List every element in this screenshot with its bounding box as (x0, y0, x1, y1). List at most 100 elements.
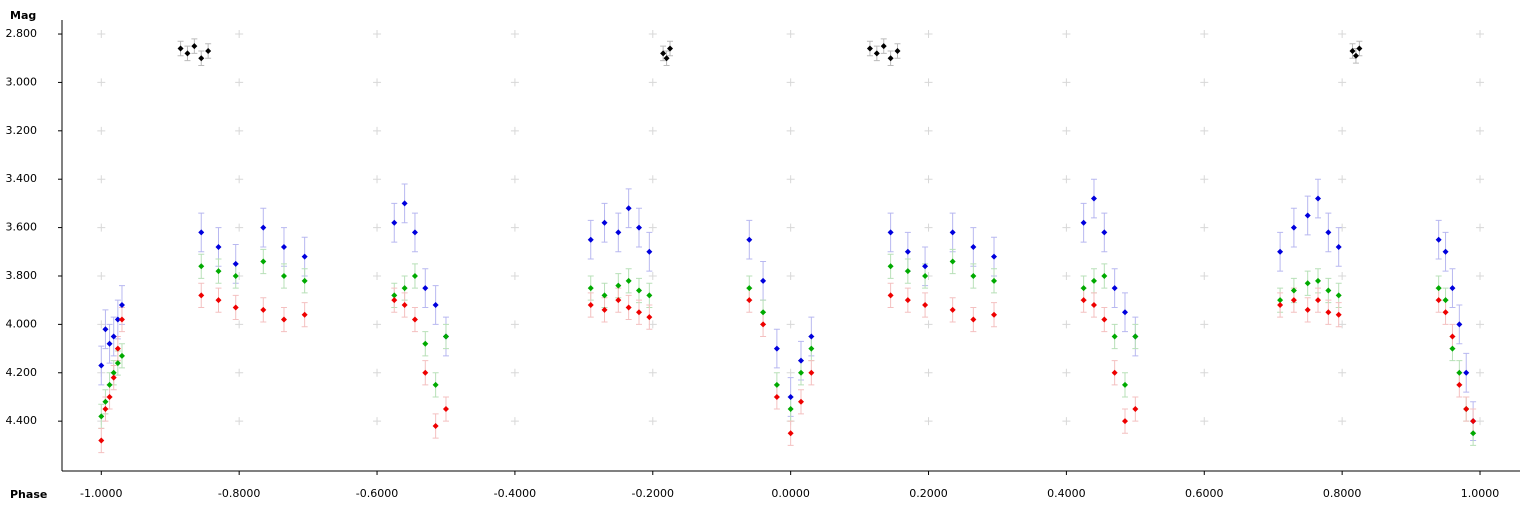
grid-cross (1062, 30, 1071, 39)
point (1449, 285, 1456, 292)
point (260, 306, 267, 313)
point (110, 369, 117, 376)
point (114, 345, 121, 352)
point (646, 314, 653, 321)
y-tick-label: 3.200 (6, 124, 38, 137)
point (215, 268, 222, 275)
point (280, 316, 287, 323)
point (646, 248, 653, 255)
point (1111, 369, 1118, 376)
point (991, 311, 998, 318)
point (646, 292, 653, 299)
point (991, 253, 998, 260)
point (1463, 369, 1470, 376)
grid-cross (1200, 223, 1209, 232)
point (904, 248, 911, 255)
point (1304, 212, 1311, 219)
point (970, 316, 977, 323)
point (1101, 272, 1108, 279)
point (808, 345, 815, 352)
point (232, 304, 239, 311)
point (1101, 316, 1108, 323)
grid-cross (648, 30, 657, 39)
point (215, 297, 222, 304)
point (198, 263, 205, 270)
grid-cross (924, 368, 933, 377)
point (260, 224, 267, 231)
point (1335, 311, 1342, 318)
point (1290, 287, 1297, 294)
grid-cross (510, 175, 519, 184)
grid-cross (235, 368, 244, 377)
point (98, 362, 105, 369)
grid-cross (1062, 368, 1071, 377)
y-tick-label: 4.200 (6, 366, 38, 379)
point (432, 302, 439, 309)
point (391, 219, 398, 226)
point (1315, 277, 1322, 284)
grid-cross (1476, 175, 1485, 184)
grid-cross (1200, 320, 1209, 329)
grid-cross (97, 320, 106, 329)
point (106, 381, 113, 388)
point (442, 406, 449, 413)
grid-cross (97, 175, 106, 184)
grid-cross (235, 175, 244, 184)
point (301, 311, 308, 318)
point (1315, 195, 1322, 202)
grid-cross (510, 368, 519, 377)
point (1090, 277, 1097, 284)
point (1349, 47, 1356, 54)
y-tick-label: 3.000 (6, 75, 38, 88)
point (1304, 280, 1311, 287)
grid-cross (1062, 126, 1071, 135)
point (1080, 219, 1087, 226)
grid-cross (373, 368, 382, 377)
grid-cross (510, 320, 519, 329)
point (746, 236, 753, 243)
point (198, 55, 205, 62)
point (401, 302, 408, 309)
point (873, 50, 880, 57)
point (301, 253, 308, 260)
grid-cross (786, 30, 795, 39)
point (215, 243, 222, 250)
grid-cross (373, 271, 382, 280)
point (98, 413, 105, 420)
point (391, 292, 398, 299)
grid-cross (510, 30, 519, 39)
point (98, 437, 105, 444)
grid-cross (648, 78, 657, 87)
point (422, 340, 429, 347)
grid-cross (648, 417, 657, 426)
point (587, 236, 594, 243)
grid-cross (786, 271, 795, 280)
point (411, 272, 418, 279)
point (432, 422, 439, 429)
grid-cross (1200, 30, 1209, 39)
grid-cross (1062, 175, 1071, 184)
point (1356, 45, 1363, 52)
grid-cross (510, 126, 519, 135)
grid-cross (1062, 223, 1071, 232)
point (184, 50, 191, 57)
grid-cross (235, 78, 244, 87)
grid-cross (648, 271, 657, 280)
point (922, 302, 929, 309)
grid-cross (648, 320, 657, 329)
grid-cross (1200, 78, 1209, 87)
x-tick-label: -0.8000 (218, 487, 260, 500)
point (1132, 406, 1139, 413)
point (625, 304, 632, 311)
point (615, 282, 622, 289)
grid-cross (648, 126, 657, 135)
grid-cross (235, 223, 244, 232)
point (1315, 297, 1322, 304)
point (1449, 345, 1456, 352)
point (635, 287, 642, 294)
point (587, 302, 594, 309)
point (422, 369, 429, 376)
point (970, 272, 977, 279)
